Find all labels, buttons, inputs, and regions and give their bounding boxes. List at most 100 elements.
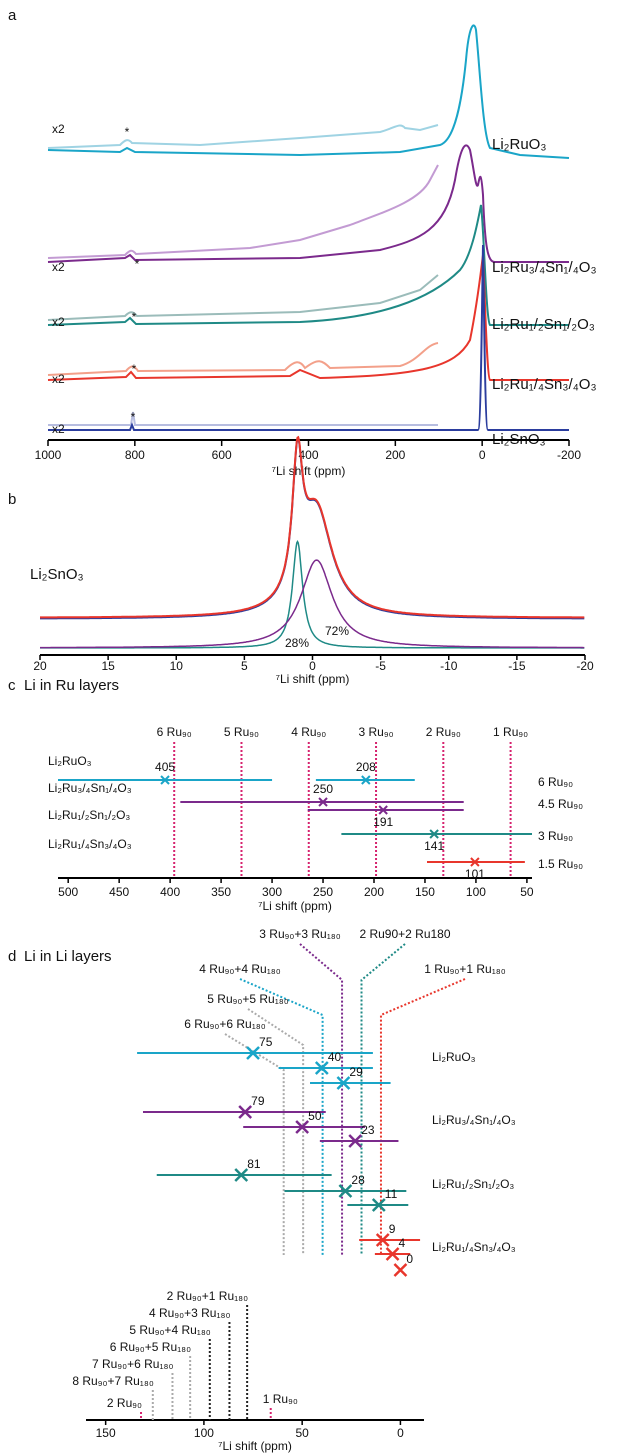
x-tick-label: 0 xyxy=(397,1426,404,1440)
row-label: Li₂Ru₁/₂Sn₁/₂O₃ xyxy=(432,1177,514,1191)
row-label: Li₂RuO₃ xyxy=(48,754,92,768)
row-ru-label: 1.5 Ru₉₀ xyxy=(538,857,583,871)
reference-label: 2 Ru₉₀ xyxy=(426,725,461,739)
x-tick-label: 200 xyxy=(385,448,405,462)
reference-label: 7 Ru₉₀+6 Ru₁₈₀ xyxy=(92,1357,173,1371)
scaled-spectrum xyxy=(47,164,439,259)
data-label: 4 xyxy=(399,1236,406,1250)
point-marker xyxy=(160,775,170,785)
component xyxy=(40,540,585,649)
reference-label: 6 Ru₉₀ xyxy=(157,725,192,739)
reference-line xyxy=(360,943,406,1255)
spectrum xyxy=(47,24,570,159)
data-label: 29 xyxy=(349,1065,363,1079)
reference-label: 4 Ru₉₀+3 Ru₁₈₀ xyxy=(149,1306,230,1320)
reference-label: 6 Ru₉₀+5 Ru₁₈₀ xyxy=(110,1340,191,1354)
reference-label: 1 Ru₉₀ xyxy=(263,1392,298,1406)
reference-label: 3 Ru₉₀+3 Ru₁₈₀ xyxy=(259,927,340,941)
reference-label: 1 Ru₉₀+1 Ru₁₈₀ xyxy=(424,962,505,976)
row-label: Li₂Ru₁/₄Sn₃/₄O₃ xyxy=(48,837,132,851)
x-tick-label: 10 xyxy=(170,659,184,673)
data-label: 75 xyxy=(259,1035,273,1049)
x-tick-label: 450 xyxy=(109,885,129,899)
scaled-spectrum xyxy=(48,411,438,426)
x-tick-label: 350 xyxy=(211,885,231,899)
scale-label: x2 xyxy=(52,260,65,274)
spectrum xyxy=(48,244,569,431)
marker-label: * xyxy=(125,125,130,139)
scaled-spectrum xyxy=(47,342,439,376)
series-label: Li₂Ru₁/₂Sn₁/₂O₃ xyxy=(492,316,595,333)
marker-label: * xyxy=(132,310,137,324)
row-ru-label: 6 Ru₉₀ xyxy=(538,775,573,789)
scale-label: x2 xyxy=(52,122,65,136)
data-label: 28% xyxy=(285,636,309,650)
reference-label: 4 Ru₉₀ xyxy=(291,725,326,739)
data-label: 405 xyxy=(155,760,175,774)
x-tick-label: 0 xyxy=(309,659,316,673)
x-tick-label: 250 xyxy=(313,885,333,899)
x-axis-title: ⁷Li shift (ppm) xyxy=(218,1439,292,1453)
panel-title: Li in Li layers xyxy=(24,948,112,965)
data-label: 81 xyxy=(247,1157,261,1171)
point-marker xyxy=(338,1184,353,1198)
point-marker xyxy=(385,1247,400,1261)
point-marker xyxy=(246,1046,260,1060)
reference-line xyxy=(247,1008,305,1255)
point-marker xyxy=(295,1120,310,1134)
series-label: Li₂Ru₁/₄Sn₃/₄O₃ xyxy=(492,376,597,393)
panel-label: a xyxy=(8,7,17,24)
point-marker xyxy=(336,1076,351,1090)
scaled-spectrum xyxy=(47,124,439,149)
reference-label: 5 Ru₉₀+5 Ru₁₈₀ xyxy=(207,992,288,1006)
data-label: 9 xyxy=(389,1222,396,1236)
x-tick-label: 150 xyxy=(96,1426,116,1440)
point-marker xyxy=(378,805,388,815)
point-marker xyxy=(314,1061,329,1075)
data-label: 191 xyxy=(373,815,393,829)
row-label: Li₂Ru₁/₂Sn₁/₂O₃ xyxy=(48,808,130,822)
point-marker xyxy=(470,857,480,867)
x-tick-label: 1000 xyxy=(35,448,62,462)
row-ru-label: 4.5 Ru₉₀ xyxy=(538,797,583,811)
data-label: 141 xyxy=(424,839,444,853)
data-label: 72% xyxy=(325,624,349,638)
reference-label: 5 Ru₉₀+4 Ru₁₈₀ xyxy=(129,1323,210,1337)
x-tick-label: 200 xyxy=(364,885,384,899)
spectrum xyxy=(47,204,569,326)
marker-label: * xyxy=(135,257,140,271)
point-marker xyxy=(393,1263,408,1277)
spectrum xyxy=(47,144,569,263)
point-marker xyxy=(375,1233,390,1247)
x-tick-label: 20 xyxy=(33,659,47,673)
reference-label: 2 Ru₉₀+1 Ru₁₈₀ xyxy=(167,1289,248,1303)
data-label: 28 xyxy=(351,1173,365,1187)
reference-label: 2 Ru90+2 Ru180 xyxy=(359,927,450,941)
point-marker xyxy=(318,797,328,807)
x-tick-label: 400 xyxy=(298,448,318,462)
x-tick-label: 400 xyxy=(160,885,180,899)
point-marker xyxy=(234,1168,249,1182)
x-tick-label: 100 xyxy=(194,1426,214,1440)
data-label: 101 xyxy=(465,867,485,881)
row-label: Li₂RuO₃ xyxy=(432,1050,476,1064)
panel-label: d xyxy=(8,948,16,965)
reference-label: 2 Ru₉₀ xyxy=(107,1396,142,1410)
panel-a-spectra xyxy=(47,24,570,431)
panel-title: Li in Ru layers xyxy=(24,677,119,694)
panel-label: c xyxy=(8,677,16,694)
x-tick-label: 15 xyxy=(101,659,115,673)
x-tick-label: 100 xyxy=(466,885,486,899)
x-tick-label: 5 xyxy=(241,659,248,673)
reference-label: 3 Ru₉₀ xyxy=(358,725,393,739)
series-label: Li₂RuO₃ xyxy=(492,136,546,153)
component xyxy=(40,559,585,649)
marker-label: * xyxy=(132,362,137,376)
reference-label: 5 Ru₉₀ xyxy=(224,725,259,739)
panel-label: b xyxy=(8,491,16,508)
x-tick-label: 500 xyxy=(58,885,78,899)
x-tick-label: -15 xyxy=(508,659,526,673)
x-axis-title: ⁷Li shift (ppm) xyxy=(276,672,350,686)
x-tick-label: 150 xyxy=(415,885,435,899)
